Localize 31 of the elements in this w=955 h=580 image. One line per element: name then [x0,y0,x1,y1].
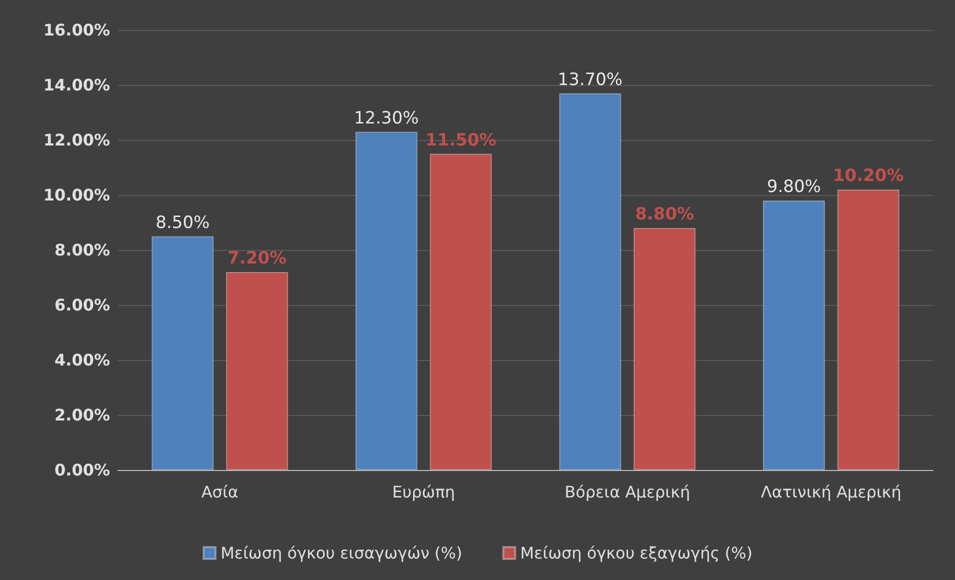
x-tick-label: Βόρεια Αμερική [564,482,690,502]
bar [430,154,492,470]
bar [152,236,214,470]
legend-label: Μείωση όγκου εισαγωγών (%) [220,544,462,562]
bar [226,272,288,470]
data-label: 8.80% [635,204,694,224]
y-tick-label: 2.00% [54,406,110,424]
data-label: 9.80% [766,177,821,197]
y-tick-label: 8.00% [54,240,110,260]
bar [559,93,622,470]
bar [634,228,696,470]
y-tick-label: 6.00% [54,296,110,314]
x-tick-label: Λατινική Αμερική [760,482,902,502]
y-tick-label: 12.00% [43,130,110,150]
x-tick-label: Ευρώπη [392,482,455,502]
data-label: 7.20% [228,248,287,268]
bar [837,190,900,470]
y-tick-label: 10.00% [43,186,110,204]
data-label: 11.50% [425,130,496,150]
y-tick-label: 4.00% [54,350,110,370]
data-label: 12.30% [354,108,419,128]
y-tick-label: 14.00% [43,76,110,94]
y-tick-label: 16.00% [43,20,110,40]
x-tick-label: Ασία [201,482,238,502]
bar [762,200,825,470]
data-label: 10.20% [832,166,904,186]
bar [355,132,418,470]
data-label: 13.70% [558,70,623,90]
data-label: 8.50% [156,212,210,233]
legend-label: Μείωση όγκου εξαγωγής (%) [520,544,752,562]
y-tick-label: 0.00% [54,460,110,480]
